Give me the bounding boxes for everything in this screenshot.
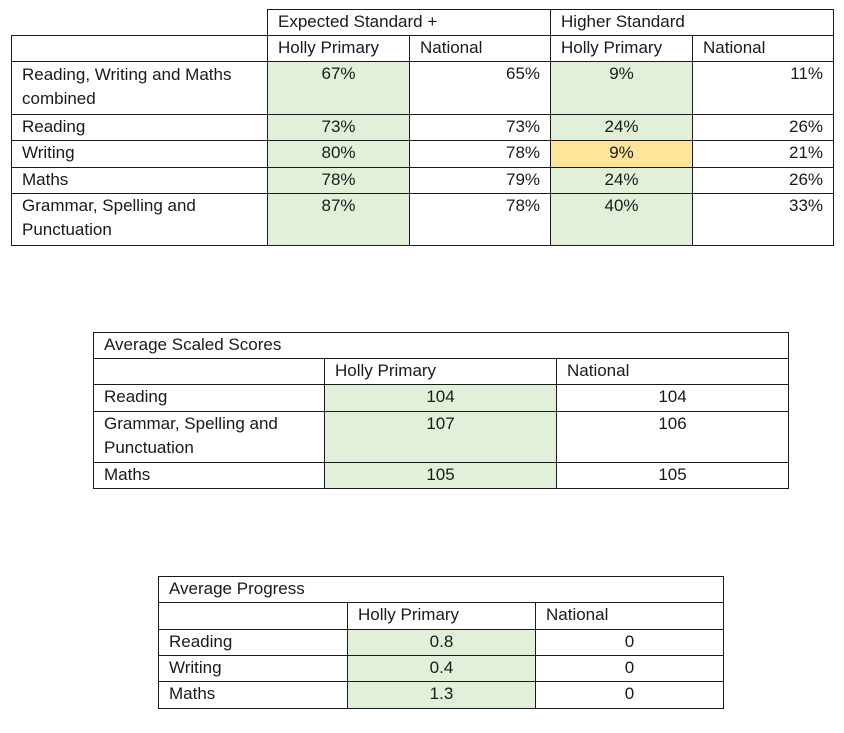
school-higher-value: 40% [550, 193, 694, 246]
row-label: Reading [11, 114, 268, 141]
school-higher-value: 9% [550, 61, 694, 115]
school-expected-value: 87% [267, 193, 410, 246]
national-expected-value: 78% [408, 193, 552, 246]
national-expected-value: 73% [408, 114, 552, 141]
row-label: Writing [158, 655, 348, 682]
national-progress-value: 0 [534, 681, 725, 709]
national-higher-value: 26% [692, 167, 835, 194]
school-progress-value: 1.3 [347, 681, 536, 709]
table-row: Grammar, Spelling and Punctuation 107 10… [93, 411, 790, 463]
row-label: Maths [158, 681, 348, 709]
national-higher-value: 11% [692, 61, 835, 115]
school-higher-value: 9% [550, 140, 694, 168]
national-progress-value: 0 [534, 655, 725, 682]
scaled-scores-table: Average Scaled Scores Holly Primary Nati… [92, 332, 790, 489]
table-row: Reading 104 104 [93, 384, 790, 412]
school-progress-value: 0.4 [347, 655, 536, 682]
school-expected-value: 78% [267, 167, 410, 194]
table-row: Reading 0.8 0 [158, 629, 725, 656]
column-header: Holly Primary [347, 602, 536, 630]
table-row: Maths 78% 79% 24% 26% [11, 167, 835, 194]
blank-corner-cell [11, 9, 268, 36]
column-header: National [534, 602, 725, 630]
school-expected-value: 80% [267, 140, 410, 168]
blank-corner-cell [158, 602, 348, 630]
table-row: Writing 80% 78% 9% 21% [11, 140, 835, 168]
table-row: Grammar, Spelling and Punctuation 87% 78… [11, 193, 835, 246]
column-header: National [408, 35, 552, 62]
blank-corner-cell [11, 35, 268, 62]
school-expected-value: 73% [267, 114, 410, 141]
progress-table: Average Progress Holly Primary National … [157, 576, 725, 709]
national-score-value: 104 [555, 384, 790, 412]
blank-corner-cell [93, 358, 325, 385]
school-score-value: 105 [324, 462, 557, 489]
column-header: National [692, 35, 835, 62]
national-progress-value: 0 [534, 629, 725, 656]
column-header: Holly Primary [267, 35, 410, 62]
row-label: Maths [11, 167, 268, 194]
school-score-value: 104 [324, 384, 557, 412]
table-title: Average Progress [157, 576, 725, 603]
school-higher-value: 24% [550, 167, 694, 194]
school-expected-value: 67% [267, 61, 410, 115]
table-title: Average Scaled Scores [92, 332, 790, 359]
school-score-value: 107 [324, 411, 557, 463]
row-label: Grammar, Spelling and Punctuation [11, 193, 268, 246]
national-score-value: 106 [555, 411, 790, 463]
school-higher-value: 24% [550, 114, 694, 141]
national-higher-value: 33% [692, 193, 835, 246]
attainment-table: Expected Standard + Higher Standard Holl… [11, 9, 835, 246]
row-label: Grammar, Spelling and Punctuation [93, 411, 325, 463]
row-label: Writing [11, 140, 268, 168]
higher-standard-header: Higher Standard [550, 9, 835, 36]
row-label: Reading, Writing and Maths combined [11, 61, 268, 115]
table-row: Maths 105 105 [93, 462, 790, 489]
national-expected-value: 65% [408, 61, 552, 115]
national-higher-value: 26% [692, 114, 835, 141]
column-header: Holly Primary [550, 35, 694, 62]
row-label: Maths [93, 462, 325, 489]
column-header: Holly Primary [324, 358, 557, 385]
table-row: Writing 0.4 0 [158, 655, 725, 682]
expected-standard-header: Expected Standard + [266, 9, 552, 36]
school-progress-value: 0.8 [347, 629, 536, 656]
table-row: Reading 73% 73% 24% 26% [11, 114, 835, 141]
national-higher-value: 21% [692, 140, 835, 168]
table-row: Reading, Writing and Maths combined 67% … [11, 61, 835, 115]
table-row: Maths 1.3 0 [158, 681, 725, 709]
national-expected-value: 79% [408, 167, 552, 194]
national-expected-value: 78% [408, 140, 552, 168]
row-label: Reading [93, 384, 325, 412]
row-label: Reading [158, 629, 348, 656]
column-header: National [555, 358, 790, 385]
national-score-value: 105 [555, 462, 790, 489]
